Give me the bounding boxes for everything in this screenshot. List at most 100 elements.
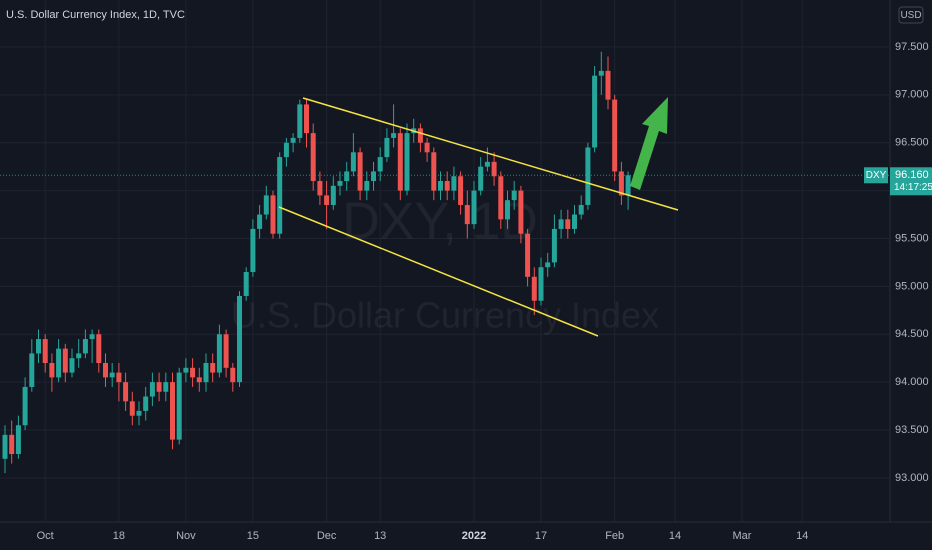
candle-body: [143, 396, 149, 411]
y-tick-label: 96.500: [895, 137, 929, 149]
candle-body: [210, 363, 216, 373]
candle-body: [538, 267, 544, 301]
y-tick-label: 97.000: [895, 89, 929, 101]
candle-body: [149, 382, 155, 397]
y-tick-label: 95.500: [895, 232, 929, 244]
candle-body: [69, 358, 75, 373]
x-tick-label: Nov: [176, 530, 196, 542]
candle-body: [438, 181, 443, 191]
candle-body: [518, 190, 524, 234]
candle-body: [304, 104, 309, 134]
y-tick-label: 93.000: [895, 472, 929, 484]
candle-body: [324, 195, 330, 205]
x-tick-label: 17: [535, 530, 547, 542]
candle-body: [230, 367, 236, 383]
candle-body: [176, 372, 182, 440]
candle-body: [484, 161, 490, 167]
candle-body: [417, 128, 423, 143]
candle-body: [36, 339, 41, 354]
candle-body: [2, 434, 8, 459]
x-tick-label: 15: [247, 530, 259, 542]
watermark-name: U.S. Dollar Currency Index: [231, 295, 659, 336]
candle-body: [330, 185, 336, 205]
candle-body: [129, 401, 135, 416]
symbol-label: DXY: [866, 170, 887, 181]
candle-body: [618, 171, 624, 196]
candle-body: [384, 137, 390, 158]
x-tick-label: 13: [374, 530, 386, 542]
y-tick-label: 95.000: [895, 280, 929, 292]
candle-body: [337, 181, 343, 186]
candle-body: [357, 152, 363, 191]
candle-body: [96, 334, 102, 364]
candle-body: [364, 181, 370, 191]
candle-body: [156, 382, 162, 392]
candle-body: [531, 276, 537, 301]
candle-body: [431, 152, 437, 191]
candle-body: [585, 147, 591, 205]
symbol-box: [864, 167, 888, 184]
candle-body: [451, 176, 457, 191]
y-tick-label: 97.500: [895, 41, 929, 53]
candle-body: [163, 382, 169, 392]
candle-body: [250, 228, 256, 273]
chart-title: U.S. Dollar Currency Index, 1D, TVC: [6, 9, 185, 21]
candle-body: [397, 133, 403, 191]
candle-body: [9, 434, 15, 454]
candle-body: [277, 157, 283, 234]
candle-body: [525, 233, 531, 277]
candle-body: [15, 425, 21, 454]
last-price-box: [890, 167, 932, 196]
candle-body: [270, 195, 276, 234]
candle-body: [170, 382, 175, 440]
candle-body: [471, 190, 477, 225]
trendline-lower: [278, 206, 599, 337]
candle-body: [42, 339, 48, 364]
candle-body: [317, 181, 323, 196]
candle-body: [283, 142, 289, 158]
candle-body: [237, 295, 242, 383]
arrow: [630, 97, 668, 190]
candle-body: [424, 142, 430, 153]
candle-body: [76, 353, 82, 359]
candle-body: [243, 272, 249, 296]
candle-body: [505, 200, 510, 220]
candle-body: [491, 161, 497, 177]
candle-body: [103, 363, 108, 378]
candle-body: [62, 348, 68, 373]
candle-body: [190, 367, 196, 378]
candle-body: [123, 382, 129, 402]
candle-body: [545, 262, 551, 268]
y-tick-label: 94.500: [895, 328, 929, 340]
candle-body: [511, 190, 517, 201]
y-tick-label: 94.000: [895, 376, 929, 388]
candle-body: [605, 70, 611, 100]
candle-body: [498, 176, 504, 220]
x-tick-label: Dec: [317, 530, 337, 542]
candle-body: [297, 104, 303, 138]
candles: [2, 51, 631, 474]
candle-body: [29, 353, 35, 387]
candle-body: [203, 363, 209, 383]
candle-body: [371, 171, 376, 182]
candle-body: [350, 152, 356, 172]
candle-body: [183, 367, 189, 373]
candle-body: [49, 363, 55, 378]
x-tick-label: 14: [796, 530, 808, 542]
candle-body: [592, 75, 598, 148]
candle-body: [391, 133, 397, 138]
candle-body: [109, 372, 115, 378]
x-tick-label: 14: [669, 530, 681, 542]
currency: USD: [900, 10, 921, 21]
candle-body: [625, 175, 631, 196]
candle-body: [310, 133, 316, 182]
candle-body: [116, 372, 122, 383]
x-tick-label: 2022: [462, 530, 486, 542]
arrow-shape: [630, 97, 668, 190]
candle-body: [344, 171, 350, 182]
candle-body: [572, 214, 577, 229]
x-tick-label: Oct: [37, 530, 54, 542]
